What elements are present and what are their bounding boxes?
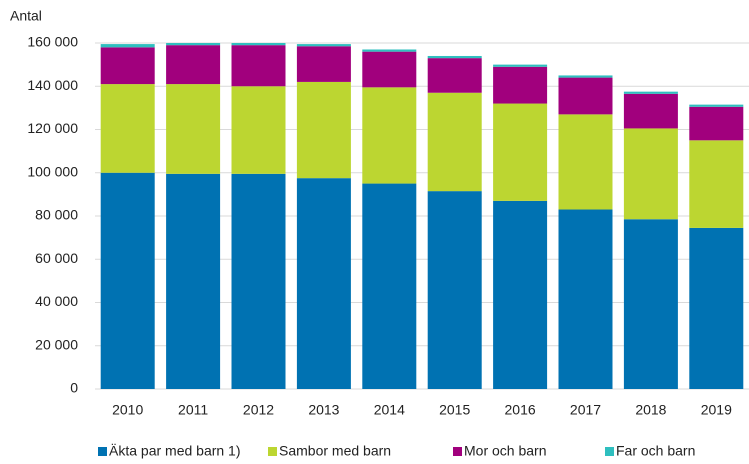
bar-segment	[100, 44, 155, 48]
bar-segment	[493, 200, 548, 389]
bar-segment	[362, 87, 417, 184]
y-tick-label: 20 000	[35, 336, 78, 352]
bar-segment	[623, 128, 678, 220]
bar-segment	[166, 173, 221, 389]
bar-segment	[231, 86, 286, 174]
y-tick-label: 0	[70, 380, 78, 396]
bar-segment	[689, 104, 744, 107]
x-tick-label: 2018	[635, 402, 666, 418]
bar-segment	[689, 140, 744, 228]
legend-swatch	[453, 447, 462, 456]
bar-segment	[623, 91, 678, 94]
bar-segment	[296, 81, 351, 179]
y-tick-label: 80 000	[35, 207, 78, 223]
bar-segment	[100, 84, 155, 173]
bar-segment	[166, 43, 221, 46]
bar-segment	[166, 84, 221, 174]
bar-segment	[427, 55, 482, 59]
y-tick-label: 140 000	[27, 77, 78, 93]
legend-swatch	[268, 447, 277, 456]
bar-segment	[296, 46, 351, 82]
bar-segment	[558, 114, 613, 210]
y-tick-label: 60 000	[35, 250, 78, 266]
bar-segment	[362, 49, 417, 52]
bar-segment	[689, 106, 744, 141]
legend-label: Far och barn	[616, 443, 695, 459]
legend-label: Sambor med barn	[279, 443, 391, 459]
bar-segment	[623, 219, 678, 389]
bar-segment	[100, 47, 155, 85]
bar-segment	[362, 51, 417, 88]
bar-segment	[296, 178, 351, 389]
bar-segment	[362, 183, 417, 389]
bar-segment	[623, 93, 678, 129]
bar-segment	[689, 227, 744, 389]
x-tick-label: 2015	[439, 402, 470, 418]
bar-segment	[427, 191, 482, 389]
bar-segment	[493, 64, 548, 67]
x-tick-label: 2011	[178, 402, 208, 418]
y-axis-title: Antal	[10, 8, 42, 24]
y-tick-label: 120 000	[27, 120, 78, 136]
bar-segment	[493, 66, 548, 104]
bar-segment	[231, 173, 286, 389]
bar-segment	[427, 92, 482, 192]
bar-segment	[296, 44, 351, 47]
y-tick-label: 160 000	[27, 34, 78, 50]
bar-segment	[100, 172, 155, 389]
x-tick-label: 2013	[308, 402, 339, 418]
x-tick-label: 2017	[570, 402, 601, 418]
y-tick-label: 100 000	[27, 163, 78, 179]
legend-label: Mor och barn	[464, 443, 546, 459]
bar-segment	[558, 75, 613, 78]
bar-segment	[231, 45, 286, 87]
x-tick-label: 2012	[243, 402, 274, 418]
bar-segment	[493, 103, 548, 201]
bar-segment	[558, 77, 613, 115]
x-tick-label: 2014	[374, 402, 405, 418]
bar-segment	[558, 209, 613, 389]
bar-segment	[427, 58, 482, 93]
bar-segment	[231, 43, 286, 46]
x-tick-label: 2016	[505, 402, 536, 418]
legend-label: Äkta par med barn 1)	[109, 443, 241, 459]
legend-swatch	[98, 447, 107, 456]
x-tick-label: 2019	[701, 402, 732, 418]
bar-segment	[166, 45, 221, 85]
y-tick-label: 40 000	[35, 293, 78, 309]
legend-swatch	[605, 447, 614, 456]
x-tick-label: 2010	[112, 402, 143, 418]
